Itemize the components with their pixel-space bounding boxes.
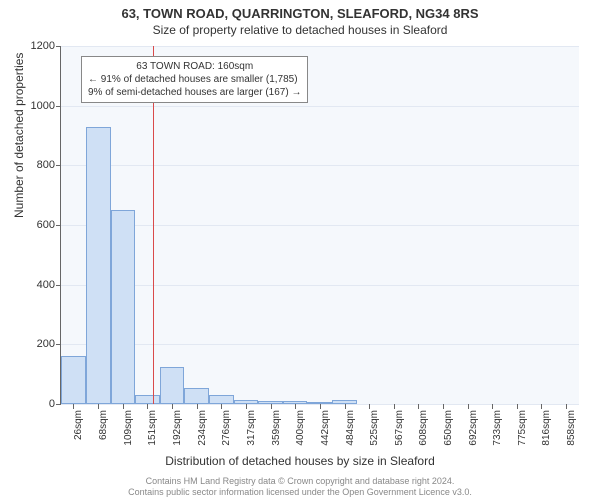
y-tick-label: 200 xyxy=(37,338,55,350)
chart-subtitle: Size of property relative to detached ho… xyxy=(0,21,600,37)
x-tick-mark xyxy=(123,404,124,409)
x-tick-label: 109sqm xyxy=(123,410,134,446)
y-gridline xyxy=(61,46,579,47)
x-tick-label: 359sqm xyxy=(271,410,282,446)
y-gridline xyxy=(61,225,579,226)
footer-line-1: Contains HM Land Registry data © Crown c… xyxy=(0,476,600,487)
x-tick-mark xyxy=(147,404,148,409)
y-axis-title: Number of detached properties xyxy=(12,53,26,218)
y-gridline xyxy=(61,344,579,345)
y-tick-label: 800 xyxy=(37,159,55,171)
x-tick-label: 858sqm xyxy=(566,410,577,446)
annotation-box: 63 TOWN ROAD: 160sqm← 91% of detached ho… xyxy=(81,56,308,103)
y-tick-label: 600 xyxy=(37,219,55,231)
histogram-bar xyxy=(184,388,209,404)
x-tick-label: 484sqm xyxy=(345,410,356,446)
y-tick-label: 0 xyxy=(49,398,55,410)
y-gridline xyxy=(61,106,579,107)
y-tick-label: 1000 xyxy=(31,100,55,112)
x-tick-label: 234sqm xyxy=(197,410,208,446)
y-tick-mark xyxy=(56,344,61,345)
x-tick-label: 650sqm xyxy=(443,410,454,446)
annotation-line-1: 63 TOWN ROAD: 160sqm xyxy=(88,60,301,73)
y-tick-mark xyxy=(56,404,61,405)
x-tick-mark xyxy=(197,404,198,409)
x-tick-mark xyxy=(271,404,272,409)
histogram-bar xyxy=(283,401,307,404)
x-tick-mark xyxy=(320,404,321,409)
histogram-bar xyxy=(61,356,86,404)
x-tick-label: 816sqm xyxy=(541,410,552,446)
x-tick-label: 442sqm xyxy=(320,410,331,446)
x-tick-mark xyxy=(221,404,222,409)
x-tick-mark xyxy=(345,404,346,409)
x-tick-label: 151sqm xyxy=(147,410,158,446)
x-tick-label: 276sqm xyxy=(221,410,232,446)
x-tick-mark xyxy=(468,404,469,409)
x-tick-mark xyxy=(246,404,247,409)
x-axis-title: Distribution of detached houses by size … xyxy=(0,454,600,468)
y-tick-label: 400 xyxy=(37,279,55,291)
y-tick-mark xyxy=(56,225,61,226)
histogram-bar xyxy=(209,395,234,404)
y-gridline xyxy=(61,285,579,286)
x-tick-label: 775sqm xyxy=(517,410,528,446)
x-tick-mark xyxy=(394,404,395,409)
chart-footer: Contains HM Land Registry data © Crown c… xyxy=(0,476,600,500)
y-tick-mark xyxy=(56,165,61,166)
x-tick-mark xyxy=(73,404,74,409)
x-tick-mark xyxy=(418,404,419,409)
histogram-bar xyxy=(135,395,160,404)
x-tick-label: 525sqm xyxy=(369,410,380,446)
x-tick-label: 733sqm xyxy=(492,410,503,446)
y-tick-label: 1200 xyxy=(31,40,55,52)
x-tick-label: 567sqm xyxy=(394,410,405,446)
histogram-bar xyxy=(111,210,135,404)
x-tick-mark xyxy=(517,404,518,409)
x-tick-label: 692sqm xyxy=(468,410,479,446)
chart-title: 63, TOWN ROAD, QUARRINGTON, SLEAFORD, NG… xyxy=(0,0,600,21)
histogram-bar xyxy=(332,400,357,404)
x-tick-mark xyxy=(295,404,296,409)
x-tick-mark xyxy=(566,404,567,409)
x-tick-mark xyxy=(492,404,493,409)
x-tick-mark xyxy=(172,404,173,409)
annotation-line-2: ← 91% of detached houses are smaller (1,… xyxy=(88,73,301,86)
histogram-bar xyxy=(258,401,283,404)
chart-plot-area: 02004006008001000120026sqm68sqm109sqm151… xyxy=(60,46,579,405)
histogram-bar xyxy=(234,400,258,404)
y-tick-mark xyxy=(56,106,61,107)
x-tick-label: 192sqm xyxy=(172,410,183,446)
histogram-bar xyxy=(307,402,332,404)
x-tick-label: 608sqm xyxy=(418,410,429,446)
histogram-bar xyxy=(86,127,111,404)
y-tick-mark xyxy=(56,285,61,286)
y-tick-mark xyxy=(56,46,61,47)
x-tick-mark xyxy=(98,404,99,409)
x-tick-label: 26sqm xyxy=(73,410,84,440)
histogram-bar xyxy=(160,367,184,404)
x-tick-mark xyxy=(443,404,444,409)
annotation-line-3: 9% of semi-detached houses are larger (1… xyxy=(88,86,301,99)
x-tick-label: 68sqm xyxy=(98,410,109,440)
x-tick-mark xyxy=(541,404,542,409)
x-tick-label: 317sqm xyxy=(246,410,257,446)
footer-line-2: Contains public sector information licen… xyxy=(0,487,600,498)
x-tick-label: 400sqm xyxy=(295,410,306,446)
y-gridline xyxy=(61,165,579,166)
x-tick-mark xyxy=(369,404,370,409)
